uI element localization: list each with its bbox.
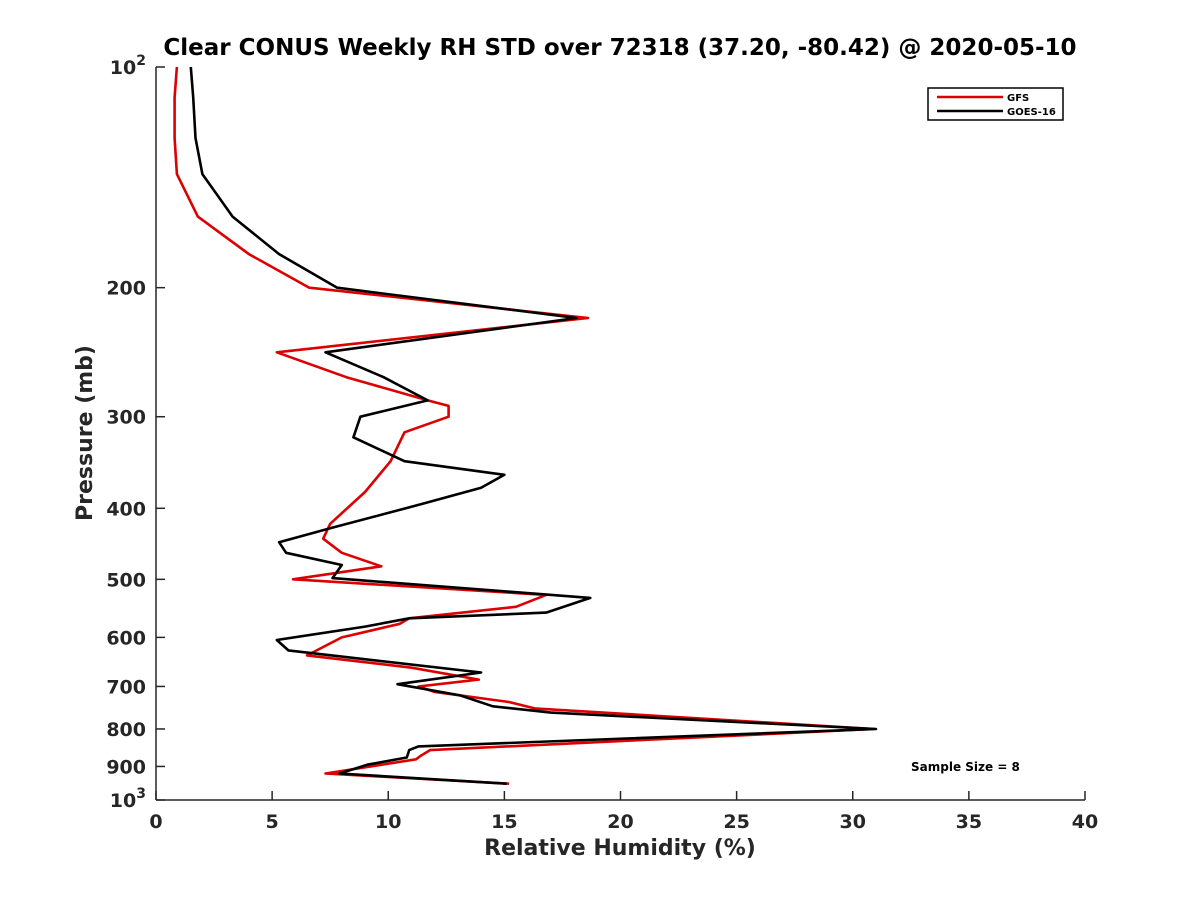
x-tick-label: 25 xyxy=(723,811,749,833)
series-line-goes16 xyxy=(189,66,878,785)
x-tick-label: 10 xyxy=(375,811,401,833)
y-tick-label: 300 xyxy=(106,407,146,429)
y-tick-label: 103 xyxy=(110,786,146,812)
y-tick-label: 500 xyxy=(106,569,146,591)
series-layer xyxy=(173,66,878,785)
x-tick-label: 20 xyxy=(607,811,633,833)
chart-title: Clear CONUS Weekly RH STD over 72318 (37… xyxy=(163,35,1076,61)
legend-box xyxy=(927,87,1064,121)
series-line-gfs xyxy=(173,66,876,785)
y-tick-label: 700 xyxy=(106,676,146,698)
x-tick-label: 30 xyxy=(840,811,866,833)
y-tick-label: 200 xyxy=(106,278,146,300)
x-ticks: 0 5 10 15 20 25 30 35 40 xyxy=(149,791,1098,833)
y-tick-label: 900 xyxy=(106,756,146,778)
legend-label-goes16: GOES-16 xyxy=(1007,107,1056,118)
y-ticks: 102 200 300 400 500 600 700 800 900 103 xyxy=(106,53,165,812)
y-axis-label: Pressure (mb) xyxy=(73,345,98,521)
y-tick-label: 600 xyxy=(106,627,146,649)
plot-area xyxy=(156,67,1085,800)
y-tick-label: 400 xyxy=(106,498,146,520)
legend-label-gfs: GFS xyxy=(1007,93,1029,104)
x-axis-label: Relative Humidity (%) xyxy=(484,836,756,861)
sample-size-annotation: Sample Size = 8 xyxy=(911,760,1020,774)
x-tick-label: 40 xyxy=(1072,811,1098,833)
y-tick-label: 800 xyxy=(106,719,146,741)
x-tick-label: 0 xyxy=(149,811,162,833)
x-tick-label: 5 xyxy=(266,811,279,833)
x-tick-label: 35 xyxy=(956,811,982,833)
legend: GFS GOES-16 xyxy=(927,87,1064,121)
y-tick-label: 102 xyxy=(110,53,146,79)
x-tick-label: 15 xyxy=(491,811,517,833)
